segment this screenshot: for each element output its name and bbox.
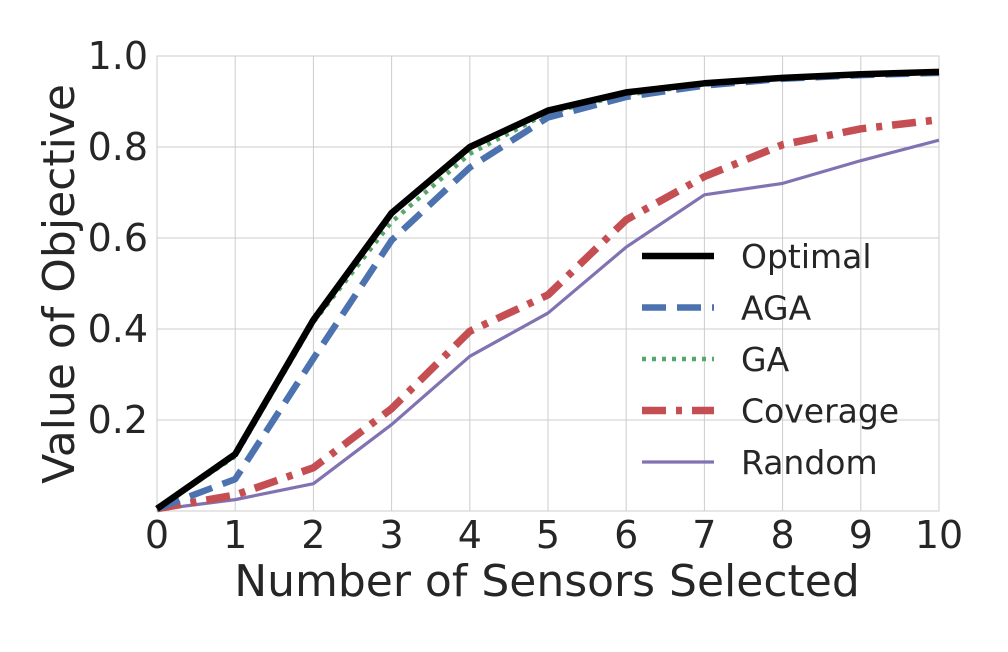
tick-labels: 0 1 2 3 4 5 6 7 8 9 10 0.2 0.4 0.6 0.8 1.0 [88, 34, 964, 557]
legend: Optimal AGA GA Coverage Random [642, 237, 899, 482]
series-line-optimal [155, 68, 940, 512]
x-tick-label: 6 [614, 513, 638, 557]
legend-label-aga: AGA [741, 289, 812, 328]
y-tick-label: 0.6 [88, 216, 148, 260]
legend-label-ga: GA [741, 340, 790, 379]
legend-label-random: Random [741, 443, 878, 482]
x-tick-label: 9 [849, 513, 873, 557]
axes [156, 55, 940, 512]
x-axis-label: Number of Sensors Selected [234, 556, 860, 607]
x-tick-label: 1 [223, 513, 247, 557]
series-line-random [156, 138, 940, 512]
x-tick-label: 7 [692, 513, 716, 557]
x-tick-label: 3 [380, 513, 404, 557]
series-line-aga [155, 69, 940, 512]
legend-label-coverage: Coverage [741, 392, 899, 431]
y-tick-label: 1.0 [88, 34, 148, 78]
y-tick-label: 0.8 [88, 125, 148, 169]
series-line-coverage [156, 115, 940, 513]
plot-frame [156, 55, 940, 512]
series-lines [155, 68, 940, 513]
legend-label-optimal: Optimal [741, 237, 872, 276]
x-tick-label: 8 [771, 513, 795, 557]
x-tick-label: 5 [536, 513, 560, 557]
y-axis-label: Value of Objective [34, 84, 85, 484]
y-tick-label: 0.4 [88, 307, 148, 351]
x-tick-label: 10 [915, 513, 963, 557]
y-tick-label: 0.2 [88, 398, 148, 442]
x-tick-label: 0 [145, 513, 169, 557]
x-tick-label: 2 [301, 513, 325, 557]
x-tick-label: 4 [458, 513, 482, 557]
